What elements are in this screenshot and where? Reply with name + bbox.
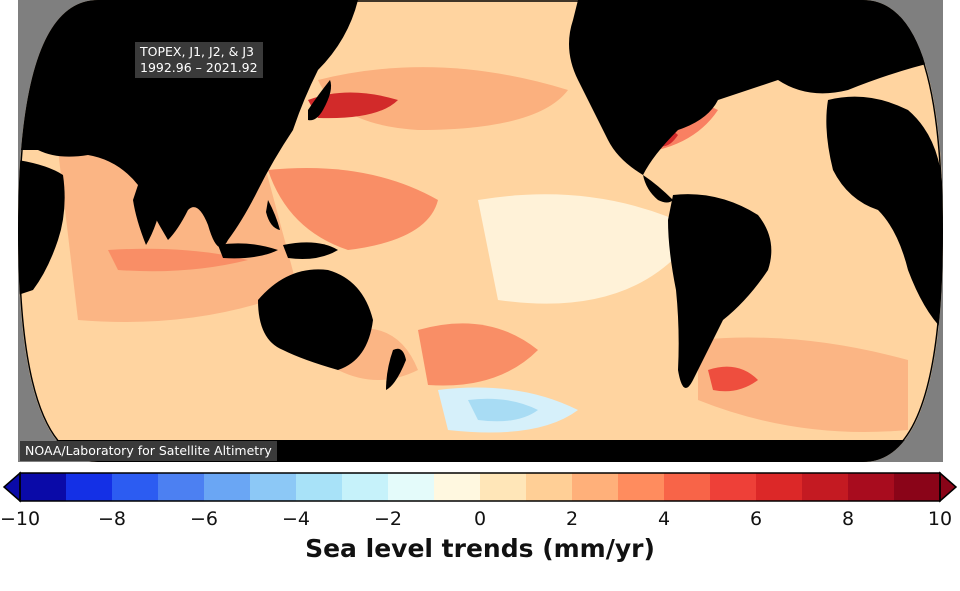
colorbar-tick-label: 8 xyxy=(841,508,855,530)
colorbar-segment xyxy=(894,473,941,501)
colorbar-tick-label: 0 xyxy=(473,508,487,530)
colorbar-tick-label: −6 xyxy=(189,508,219,530)
colorbar-max-arrow xyxy=(939,471,958,503)
colorbar-segment xyxy=(664,473,711,501)
colorbar-segment xyxy=(342,473,389,501)
colorbar-segment xyxy=(802,473,849,501)
colorbar-segment xyxy=(480,473,527,501)
colorbar-segment xyxy=(848,473,895,501)
colorbar-segments xyxy=(2,471,958,503)
colorbar-tick-label: −10 xyxy=(0,508,41,530)
credit-label: NOAA/Laboratory for Satellite Altimetry xyxy=(20,441,277,461)
colorbar-segment xyxy=(158,473,205,501)
colorbar-segment xyxy=(572,473,619,501)
colorbar-title: Sea level trends (mm/yr) xyxy=(305,534,655,563)
colorbar-segment xyxy=(204,473,251,501)
colorbar-min-arrow xyxy=(2,471,21,503)
map-outline xyxy=(18,0,943,462)
colorbar-frame xyxy=(19,472,941,502)
colorbar-segment xyxy=(112,473,159,501)
colorbar-segment xyxy=(618,473,665,501)
mission-label: TOPEX, J1, J2, & J3 1992.96 – 2021.92 xyxy=(135,42,263,78)
colorbar-tick-label: −2 xyxy=(373,508,403,530)
colorbar-tick-label: 4 xyxy=(657,508,671,530)
colorbar-segment xyxy=(388,473,435,501)
colorbar-tick-label: 6 xyxy=(749,508,763,530)
colorbar xyxy=(2,471,958,503)
mission-line-1: TOPEX, J1, J2, & J3 xyxy=(140,44,254,59)
colorbar-segment xyxy=(756,473,803,501)
colorbar-segment xyxy=(434,473,481,501)
mission-line-2: 1992.96 – 2021.92 xyxy=(140,60,258,75)
colorbar-tick-label: −8 xyxy=(97,508,127,530)
colorbar-segment xyxy=(66,473,113,501)
colorbar-segment xyxy=(20,473,67,501)
colorbar-tick-label: 10 xyxy=(927,508,953,530)
colorbar-segment xyxy=(526,473,573,501)
colorbar-segment xyxy=(710,473,757,501)
colorbar-segment xyxy=(250,473,297,501)
colorbar-tick-label: −4 xyxy=(281,508,311,530)
colorbar-segment xyxy=(296,473,343,501)
sea-level-trend-map: TOPEX, J1, J2, & J3 1992.96 – 2021.92 NO… xyxy=(18,0,943,462)
colorbar-tick-label: 2 xyxy=(565,508,579,530)
